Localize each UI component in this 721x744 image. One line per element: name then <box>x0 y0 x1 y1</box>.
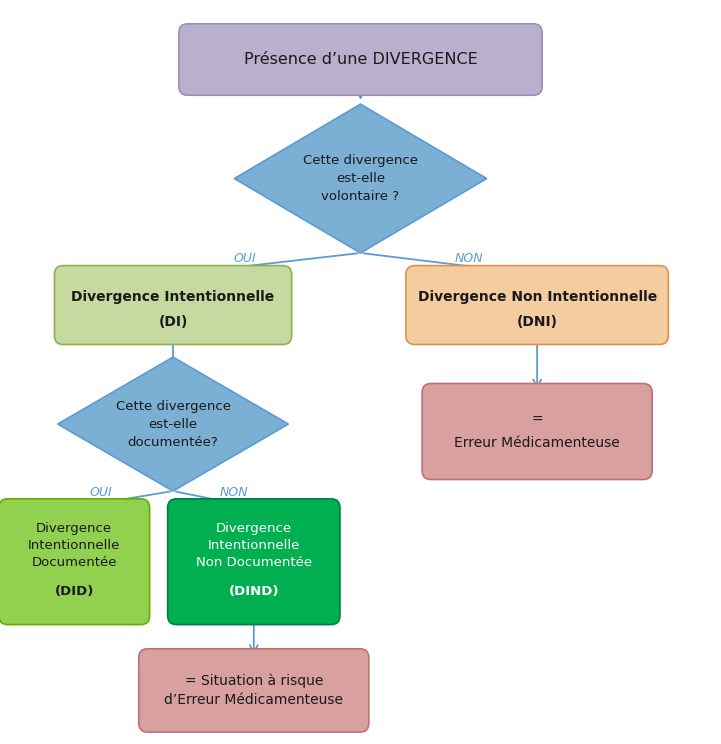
Text: OUI: OUI <box>234 252 257 266</box>
Text: Présence d’une DIVERGENCE: Présence d’une DIVERGENCE <box>244 52 477 67</box>
Text: d’Erreur Médicamenteuse: d’Erreur Médicamenteuse <box>164 693 343 708</box>
FancyBboxPatch shape <box>423 384 653 480</box>
FancyBboxPatch shape <box>0 499 150 625</box>
Polygon shape <box>58 357 288 491</box>
Text: Divergence
Intentionnelle
Documentée: Divergence Intentionnelle Documentée <box>28 522 120 569</box>
Text: (DID): (DID) <box>55 586 94 598</box>
Text: = Situation à risque: = Situation à risque <box>185 673 323 688</box>
Text: NON: NON <box>220 486 249 499</box>
Polygon shape <box>234 104 487 253</box>
Text: Divergence
Intentionnelle
Non Documentée: Divergence Intentionnelle Non Documentée <box>195 522 312 569</box>
FancyBboxPatch shape <box>406 266 668 344</box>
Text: =: = <box>531 413 543 427</box>
Text: (DNI): (DNI) <box>517 315 557 329</box>
Text: Cette divergence
est-elle
documentée?: Cette divergence est-elle documentée? <box>115 400 231 449</box>
FancyBboxPatch shape <box>179 24 542 95</box>
FancyBboxPatch shape <box>167 499 340 625</box>
FancyBboxPatch shape <box>55 266 291 344</box>
Text: Divergence Non Intentionnelle: Divergence Non Intentionnelle <box>417 290 657 304</box>
Text: Erreur Médicamenteuse: Erreur Médicamenteuse <box>454 436 620 450</box>
Text: (DIND): (DIND) <box>229 586 279 598</box>
FancyBboxPatch shape <box>138 649 368 732</box>
Text: OUI: OUI <box>89 486 112 499</box>
Text: Cette divergence
est-elle
volontaire ?: Cette divergence est-elle volontaire ? <box>303 154 418 203</box>
Text: Divergence Intentionnelle: Divergence Intentionnelle <box>71 290 275 304</box>
Text: (DI): (DI) <box>159 315 187 329</box>
Text: NON: NON <box>454 252 483 266</box>
